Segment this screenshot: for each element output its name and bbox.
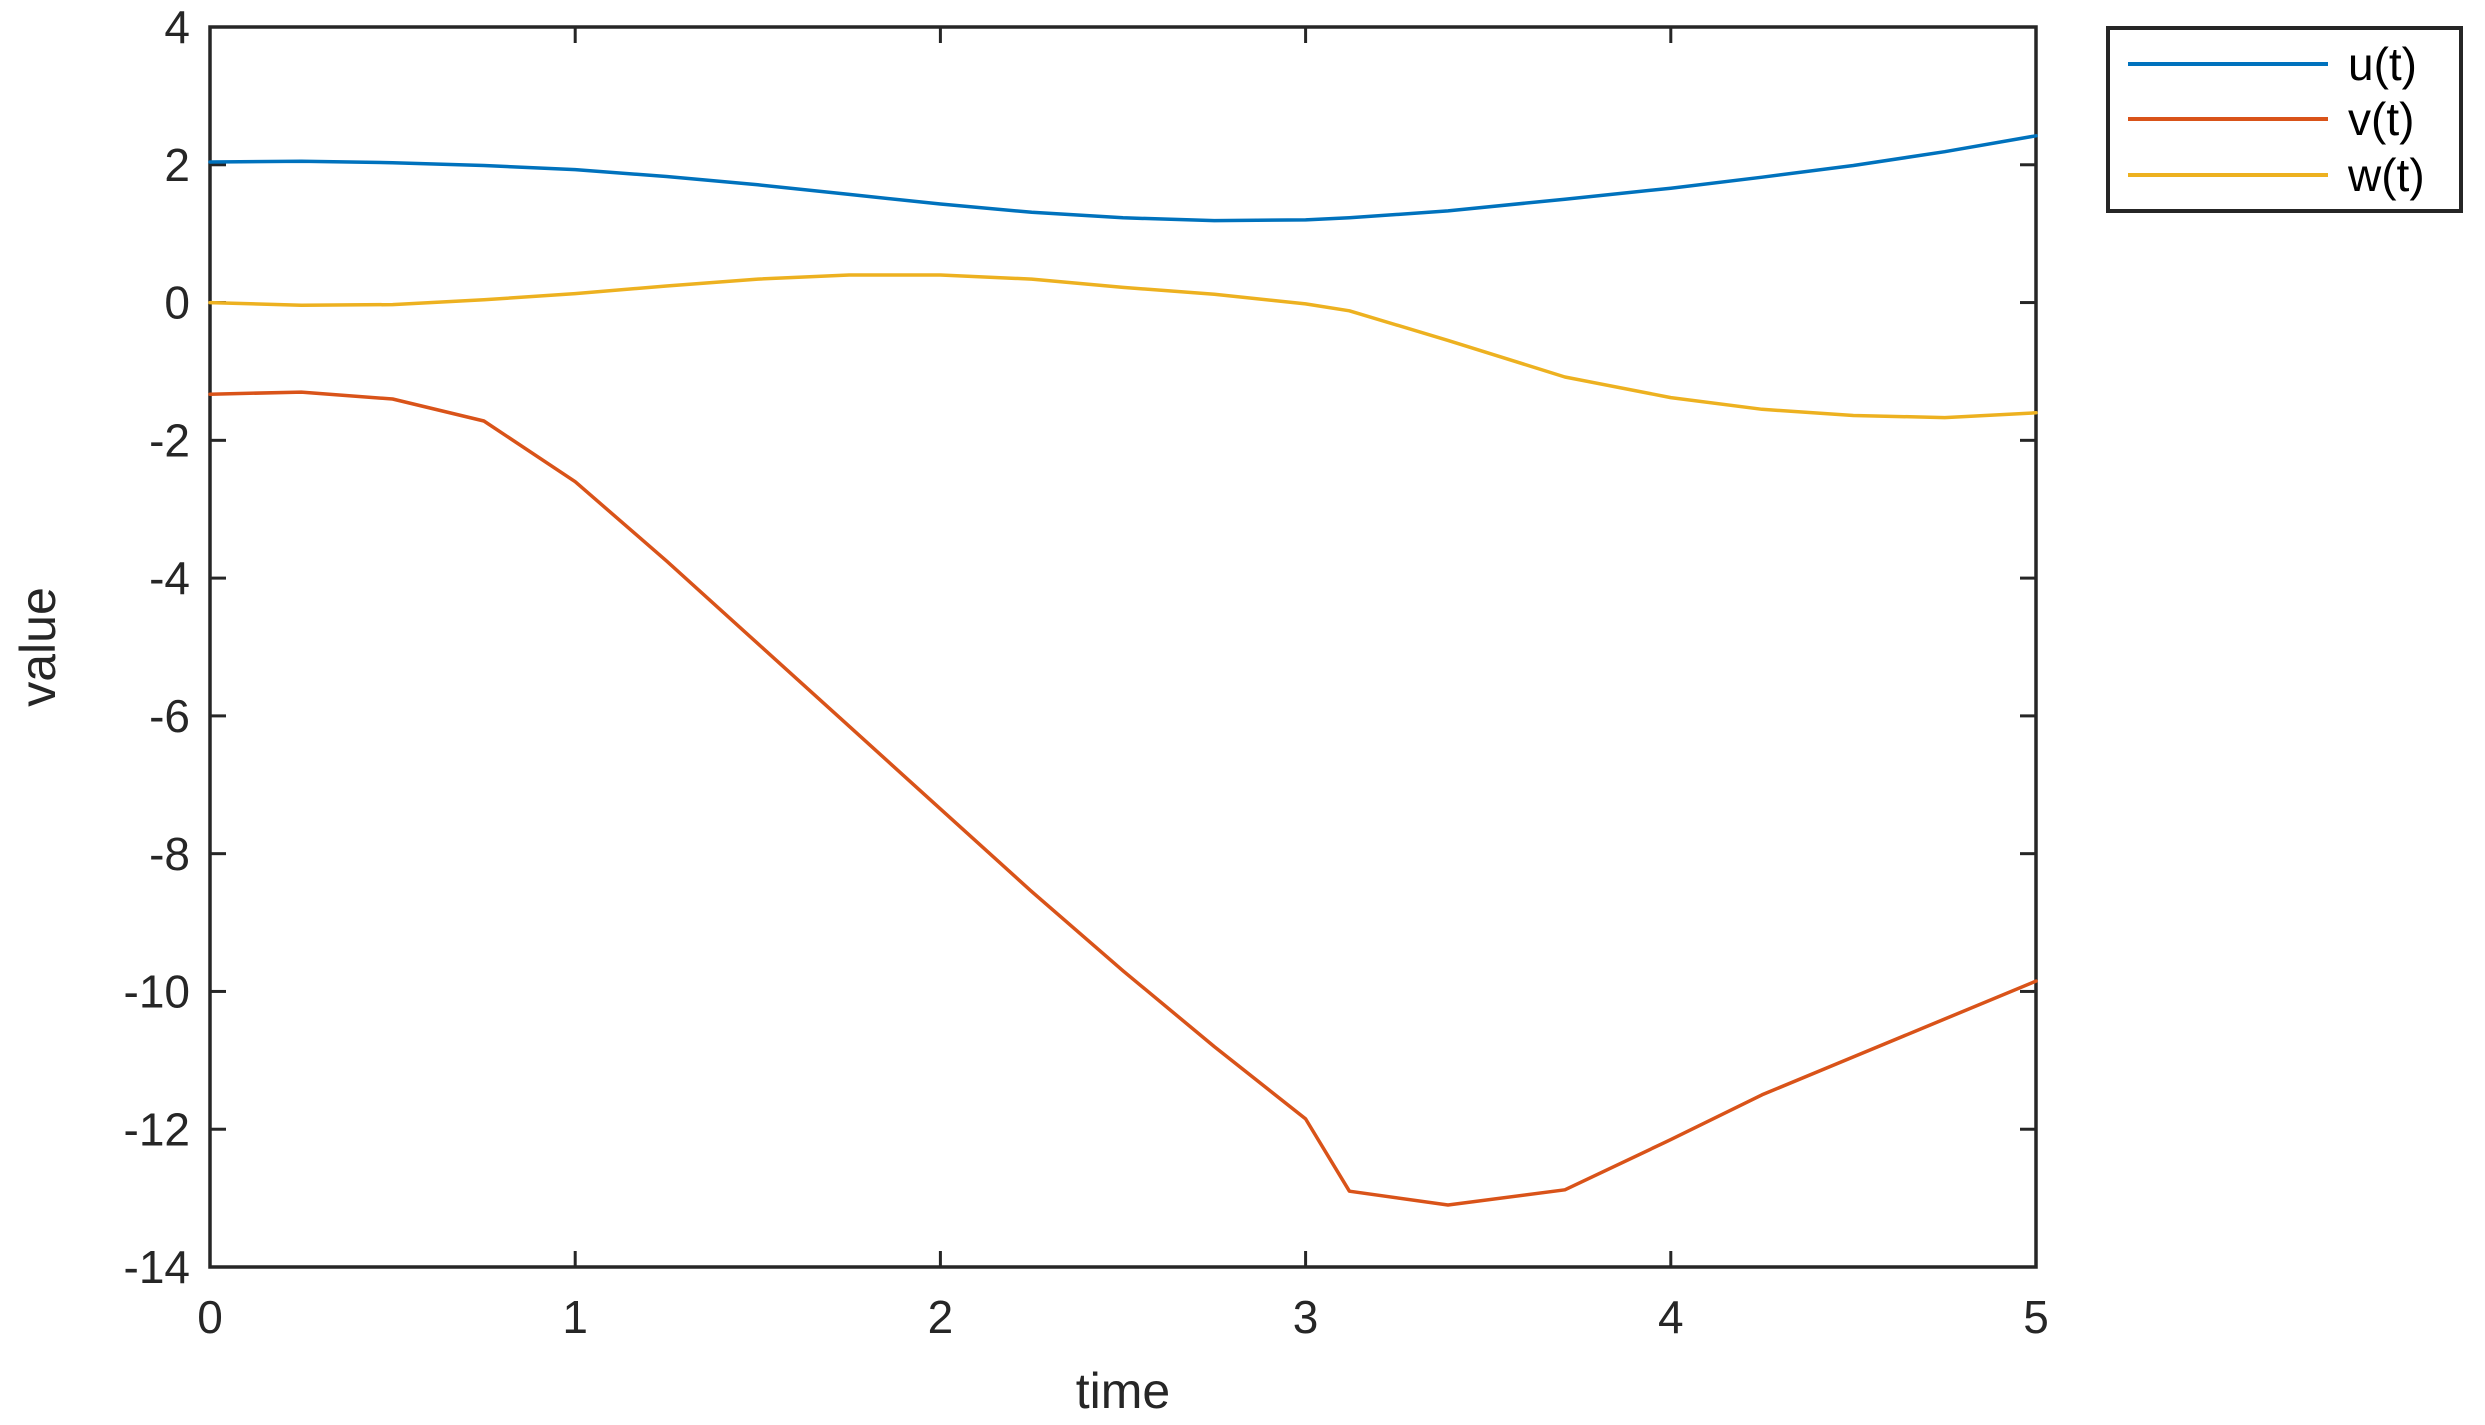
x-tick-label: 3 — [1293, 1291, 1319, 1343]
y-tick-label: 2 — [164, 139, 190, 191]
legend-item-w: w(t) — [2110, 152, 2459, 198]
x-axis-label: time — [1075, 1363, 1171, 1419]
y-tick-label: -14 — [124, 1241, 190, 1293]
y-tick-label: 4 — [164, 1, 190, 53]
legend-label-w: w(t) — [2348, 149, 2425, 202]
legend: u(t) v(t) w(t) — [2106, 26, 2463, 213]
x-tick-label: 1 — [562, 1291, 588, 1343]
y-tick-label: -12 — [124, 1103, 190, 1155]
y-tick-label: -2 — [149, 414, 190, 466]
legend-line-sample-w — [2128, 173, 2328, 178]
legend-line-sample-v — [2128, 117, 2328, 122]
y-tick-label: -8 — [149, 828, 190, 880]
y-tick-label: 0 — [164, 277, 190, 329]
legend-item-u: u(t) — [2110, 41, 2459, 87]
y-tick-label: -4 — [149, 552, 190, 604]
y-tick-label: -10 — [124, 966, 190, 1018]
legend-label-v: v(t) — [2348, 93, 2415, 146]
x-tick-label: 5 — [2023, 1291, 2049, 1343]
legend-item-v: v(t) — [2110, 96, 2459, 142]
legend-line-sample-u — [2128, 61, 2328, 66]
series-line-w — [208, 273, 2038, 420]
legend-label-u: u(t) — [2348, 37, 2417, 90]
x-tick-label: 0 — [197, 1291, 223, 1343]
series-line-u — [208, 134, 2038, 223]
y-axis-label: value — [10, 587, 66, 707]
x-tick-label: 4 — [1658, 1291, 1684, 1343]
series-line-v — [208, 390, 2038, 1207]
y-tick-label: -6 — [149, 690, 190, 742]
x-tick-label: 2 — [928, 1291, 954, 1343]
plot-box — [208, 25, 2038, 1269]
